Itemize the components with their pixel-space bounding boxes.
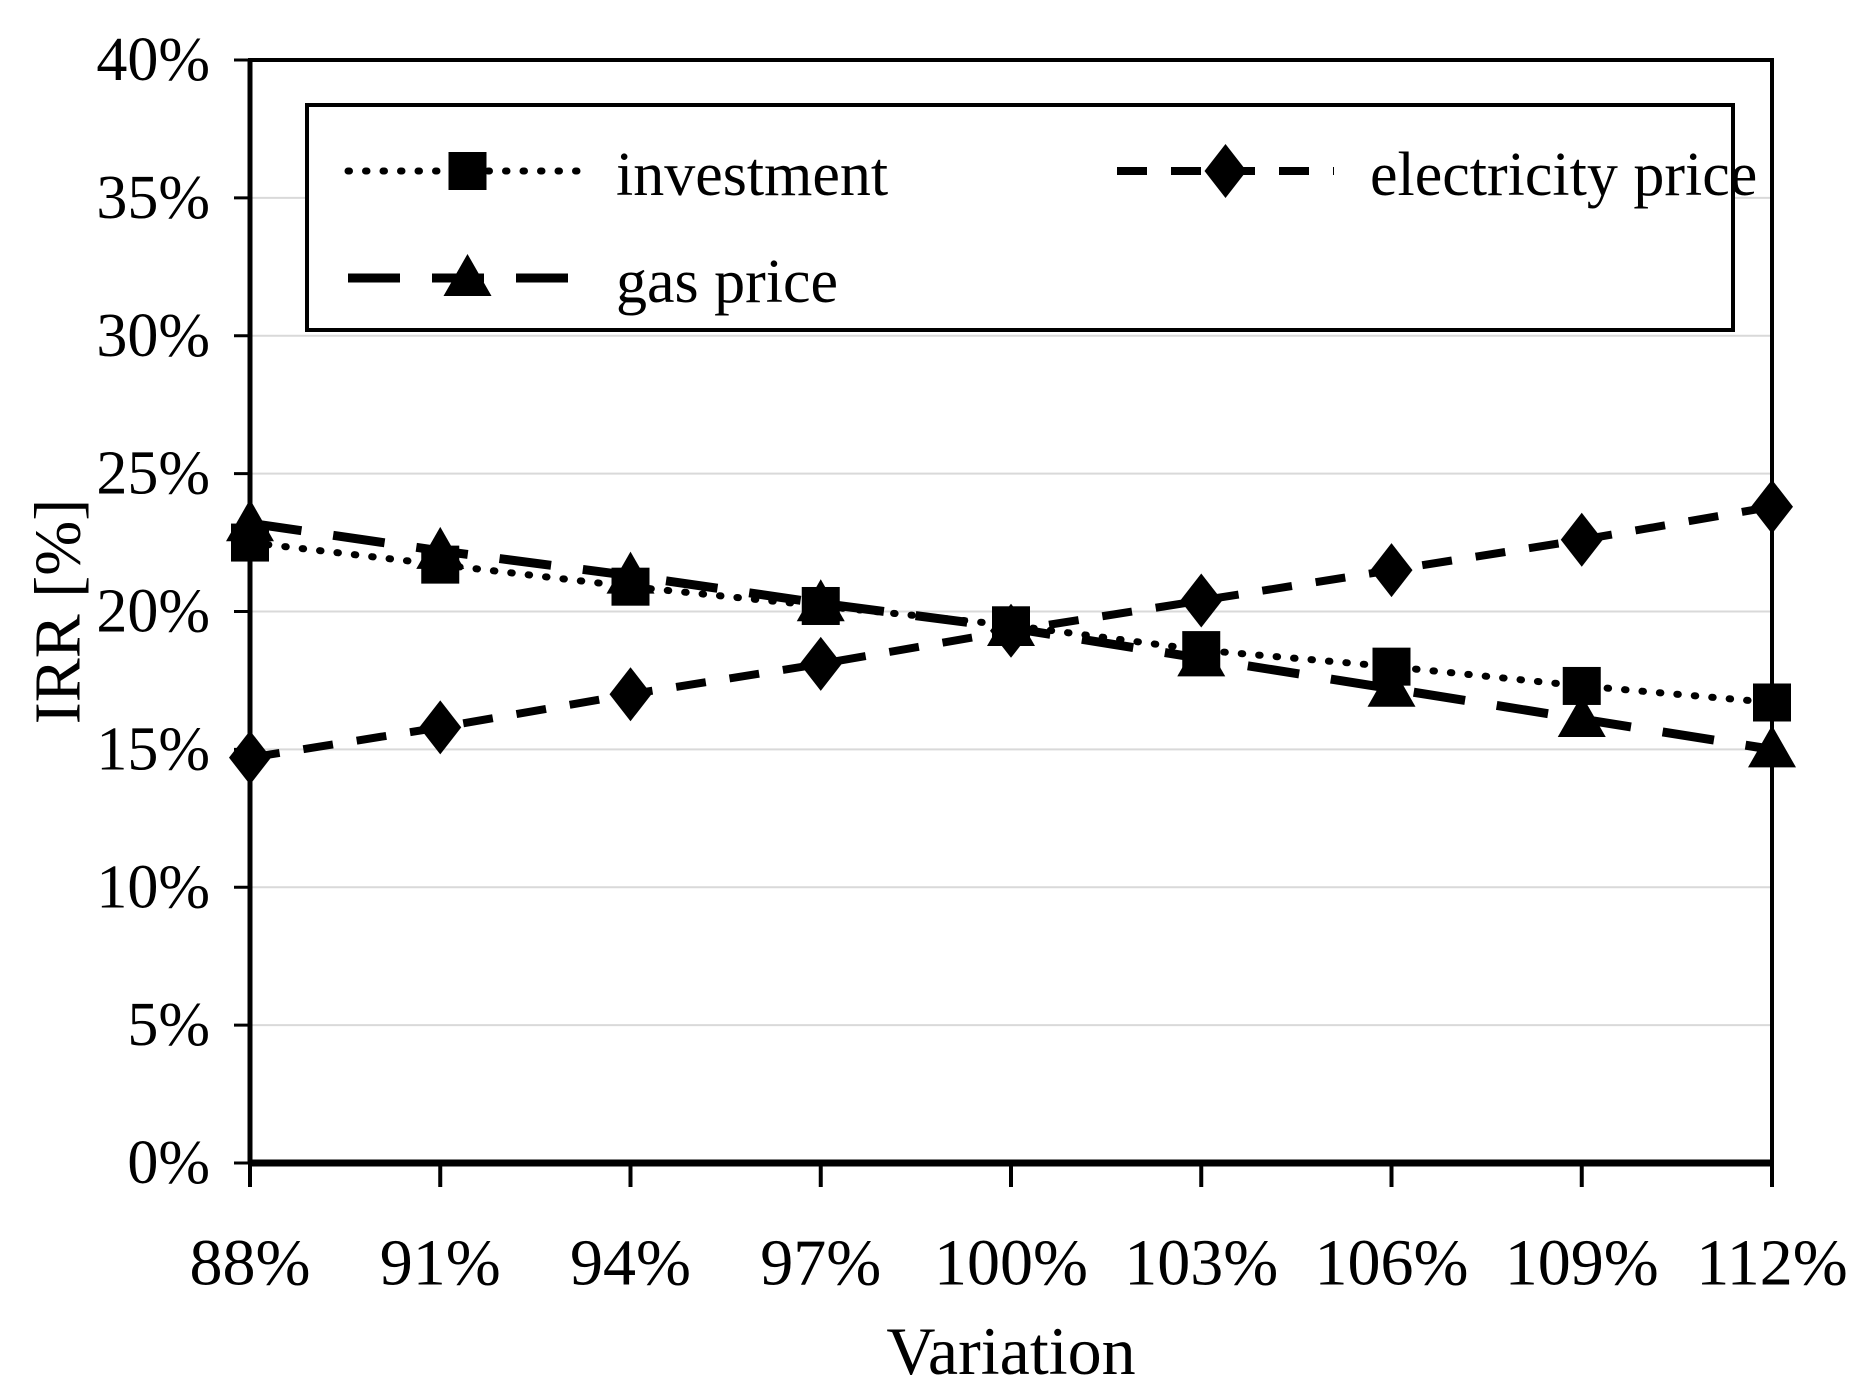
y-axis-tick-label: 30% — [96, 302, 210, 370]
series-marker-electricity-price — [419, 700, 462, 755]
x-axis-tick-label: 109% — [1505, 1227, 1659, 1300]
series-marker-gas-price — [606, 551, 655, 594]
legend-label-gas-price: gas price — [616, 248, 838, 316]
x-axis-tick-label: 100% — [934, 1227, 1088, 1300]
x-axis-tick-label: 91% — [380, 1227, 501, 1300]
y-axis-tick-label: 25% — [96, 440, 210, 508]
y-axis-tick-label: 5% — [127, 991, 210, 1059]
y-axis-tick-label: 20% — [96, 578, 210, 646]
legend-label-investment: investment — [616, 141, 888, 209]
y-axis-tick-label: 40% — [96, 26, 210, 94]
x-axis-title: Variation — [886, 1313, 1135, 1389]
x-axis-tick-label: 88% — [190, 1227, 311, 1300]
legend-label-electricity-price: electricity price — [1370, 141, 1757, 209]
y-axis-tick-label: 10% — [96, 853, 210, 921]
x-axis-tick-label: 106% — [1315, 1227, 1469, 1300]
legend-diamond-icon — [1204, 144, 1247, 198]
x-axis-tick-label: 94% — [570, 1227, 691, 1300]
y-axis-tick-label: 15% — [96, 715, 210, 783]
x-axis-tick-label: 112% — [1696, 1227, 1848, 1300]
x-axis-tick-label: 97% — [760, 1227, 881, 1300]
legend-square-icon — [448, 152, 487, 190]
series-marker-gas-price — [226, 499, 274, 542]
series-marker-electricity-price — [1180, 573, 1223, 628]
x-axis-tick-label: 103% — [1124, 1227, 1278, 1300]
series-marker-gas-price — [987, 604, 1035, 647]
legend-item-investment — [344, 152, 591, 190]
series-marker-electricity-price — [1751, 479, 1793, 534]
series-marker-electricity-price — [229, 730, 271, 785]
legend-item-electricity-price — [1117, 144, 1334, 198]
series-marker-electricity-price — [609, 667, 652, 722]
series-marker-gas-price — [1177, 634, 1226, 677]
series-marker-electricity-price — [1560, 512, 1603, 567]
y-axis-title: IRR [%] — [22, 499, 95, 724]
series-marker-gas-price — [416, 526, 465, 569]
series-line-investment — [246, 539, 1776, 706]
legend-box — [305, 103, 1735, 332]
series-marker-electricity-price — [1370, 543, 1413, 598]
series-marker-gas-price — [1748, 725, 1796, 768]
legend-triangle-icon — [443, 254, 492, 296]
legend — [305, 103, 1735, 332]
series-gas-price — [226, 499, 1796, 768]
series-marker-investment — [1753, 683, 1791, 722]
y-axis-tick-label: 35% — [96, 164, 210, 232]
y-axis-tick-label: 0% — [127, 1129, 210, 1197]
series-marker-gas-price — [1367, 664, 1416, 707]
series-marker-gas-price — [1557, 695, 1606, 738]
series-marker-gas-price — [796, 579, 845, 622]
series-marker-electricity-price — [799, 636, 842, 691]
legend-item-gas-price — [348, 254, 587, 296]
